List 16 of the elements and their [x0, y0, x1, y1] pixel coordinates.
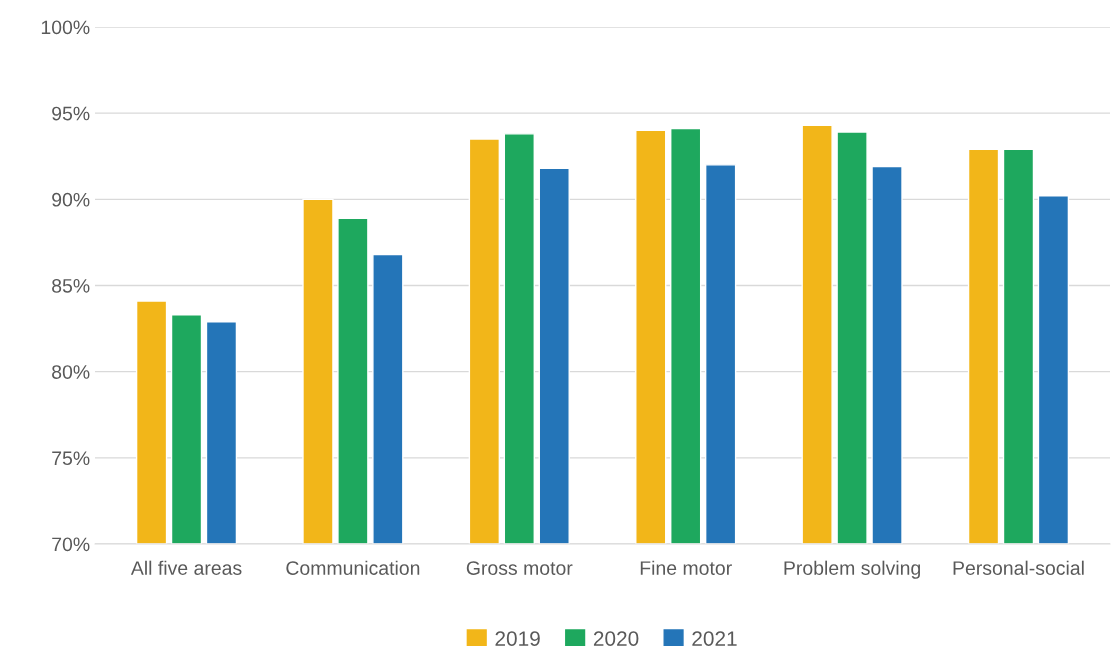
x-tick-label: Personal-social	[953, 560, 1084, 575]
legend-label: 2019	[495, 631, 540, 646]
x-tick-label: Gross motor	[466, 561, 573, 575]
legend-label: 2020	[593, 631, 639, 646]
x-tick-label: Fine motor	[640, 560, 732, 575]
legend-label: 2021	[692, 631, 737, 646]
y-tick-label: 75%	[52, 451, 90, 466]
y-tick-label: 85%	[52, 278, 90, 293]
x-tick-label: All five areas	[130, 560, 242, 575]
y-tick-label: 70%	[52, 537, 90, 552]
y-tick-label: 90%	[52, 192, 90, 207]
y-tick-label: 100%	[41, 20, 90, 35]
x-tick-label: Problem solving	[784, 560, 921, 579]
y-tick-label: 80%	[52, 365, 90, 379]
x-tick-label: Communication	[286, 560, 420, 575]
y-tick-label: 95%	[52, 106, 90, 121]
